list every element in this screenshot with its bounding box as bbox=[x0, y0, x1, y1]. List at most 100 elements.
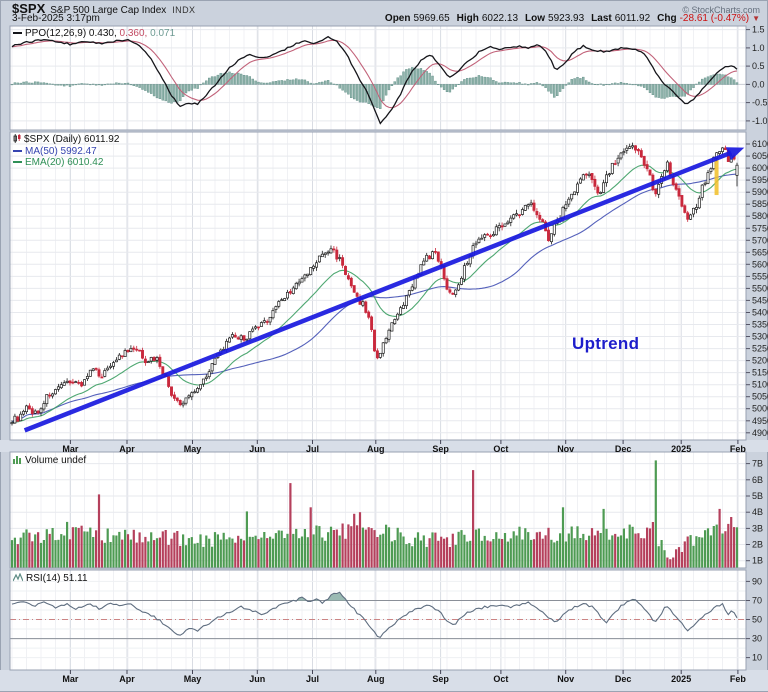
svg-text:6100: 6100 bbox=[752, 139, 768, 149]
svg-text:5150: 5150 bbox=[752, 368, 768, 378]
svg-text:0.5: 0.5 bbox=[752, 61, 765, 71]
ema20-legend: EMA(20) 6010.42 bbox=[25, 157, 104, 168]
ppo-line-swatch-icon bbox=[13, 32, 22, 35]
svg-text:5800: 5800 bbox=[752, 211, 768, 221]
svg-text:-0.5: -0.5 bbox=[752, 98, 768, 108]
open-label: Open bbox=[384, 13, 411, 24]
svg-text:70: 70 bbox=[752, 596, 762, 606]
svg-text:5050: 5050 bbox=[752, 392, 768, 402]
svg-text:5950: 5950 bbox=[752, 175, 768, 185]
volume-bars bbox=[10, 460, 739, 568]
svg-text:Oct: Oct bbox=[493, 674, 508, 684]
low-label: Low bbox=[525, 13, 546, 24]
svg-text:30: 30 bbox=[752, 634, 762, 644]
svg-text:6000: 6000 bbox=[752, 163, 768, 173]
x-axis-months: Mar Apr May Jun Jul Aug Sep Oct Nov Dec 2025 Feb Mar… bbox=[62, 440, 746, 684]
svg-text:2025: 2025 bbox=[671, 674, 691, 684]
svg-text:May: May bbox=[184, 674, 202, 684]
svg-text:Aug: Aug bbox=[367, 674, 385, 684]
svg-text:Mar: Mar bbox=[62, 674, 79, 684]
price-overlays bbox=[11, 164, 738, 424]
chg-value: -28.61 (-0.47%) bbox=[679, 13, 750, 24]
quote-dropdown-icon[interactable]: ▼ bbox=[752, 14, 760, 23]
chart-header: $SPX S&P 500 Large Cap Index INDX © Stoc… bbox=[12, 1, 760, 16]
svg-text:Sep: Sep bbox=[432, 444, 449, 454]
chart-datetime: 3-Feb-2025 3:17pm bbox=[12, 13, 100, 24]
svg-text:May: May bbox=[184, 444, 202, 454]
low-value: 5923.93 bbox=[548, 13, 585, 24]
rsi-mountain-icon bbox=[12, 572, 24, 585]
svg-text:2025: 2025 bbox=[671, 444, 691, 454]
svg-text:Nov: Nov bbox=[557, 444, 574, 454]
svg-text:5900: 5900 bbox=[752, 187, 768, 197]
panel-borders bbox=[9, 25, 747, 671]
svg-text:6B: 6B bbox=[752, 475, 763, 485]
svg-text:5400: 5400 bbox=[752, 308, 768, 318]
rsi-legend: RSI(14) 51.11 bbox=[12, 572, 88, 585]
last-value: 6011.92 bbox=[614, 13, 651, 24]
svg-text:5700: 5700 bbox=[752, 235, 768, 245]
trendline-annotation bbox=[23, 147, 745, 433]
svg-text:90: 90 bbox=[752, 576, 762, 586]
exchange-label: INDX bbox=[172, 5, 196, 15]
ma50-swatch-icon bbox=[13, 150, 22, 153]
svg-text:5650: 5650 bbox=[752, 247, 768, 257]
svg-text:5000: 5000 bbox=[752, 404, 768, 414]
y-axis-labels: 1.5 1.0 0.5 0.0 -0.5 -1.0 6100 6050 6000 5950 5900… bbox=[746, 25, 768, 663]
svg-text:Aug: Aug bbox=[367, 444, 385, 454]
volume-legend: Volume undef bbox=[13, 455, 86, 467]
symbol-title: $SPX bbox=[12, 1, 46, 16]
svg-text:6050: 6050 bbox=[752, 151, 768, 161]
svg-text:-1.0: -1.0 bbox=[752, 116, 768, 126]
svg-text:5100: 5100 bbox=[752, 380, 768, 390]
svg-text:Jul: Jul bbox=[306, 444, 319, 454]
ppo-legend-hist: 0.071 bbox=[150, 28, 176, 39]
svg-text:Oct: Oct bbox=[493, 444, 508, 454]
svg-text:Feb: Feb bbox=[730, 674, 747, 684]
svg-text:1.5: 1.5 bbox=[752, 25, 765, 35]
svg-text:5750: 5750 bbox=[752, 223, 768, 233]
svg-text:3B: 3B bbox=[752, 523, 763, 533]
svg-text:Dec: Dec bbox=[615, 444, 632, 454]
svg-text:Jun: Jun bbox=[249, 674, 265, 684]
ppo-panel bbox=[10, 35, 739, 125]
symbol-name: S&P 500 Large Cap Index bbox=[50, 5, 167, 16]
svg-text:2B: 2B bbox=[752, 540, 763, 550]
uptrend-annotation: Uptrend bbox=[572, 334, 640, 353]
stockcharts-credit: © StockCharts.com bbox=[682, 5, 760, 15]
ppo-legend-main: PPO(12,26,9) 0.430, bbox=[25, 28, 117, 39]
chg-label: Chg bbox=[657, 13, 677, 24]
svg-text:1B: 1B bbox=[752, 556, 763, 566]
svg-text:5200: 5200 bbox=[752, 356, 768, 366]
last-label: Last bbox=[591, 13, 612, 24]
svg-text:4950: 4950 bbox=[752, 416, 768, 426]
svg-text:4900: 4900 bbox=[752, 428, 768, 438]
svg-text:Mar: Mar bbox=[62, 444, 79, 454]
ppo-legend-signal: 0.360, bbox=[119, 28, 148, 39]
ma50-legend: MA(50) 5992.47 bbox=[25, 146, 97, 157]
open-value: 5969.65 bbox=[413, 13, 450, 24]
candlestick-icon bbox=[13, 134, 21, 146]
svg-text:5350: 5350 bbox=[752, 320, 768, 330]
svg-text:Dec: Dec bbox=[615, 674, 632, 684]
volume-bars-icon bbox=[13, 455, 22, 467]
svg-text:Sep: Sep bbox=[432, 674, 449, 684]
svg-text:Jun: Jun bbox=[249, 444, 265, 454]
candlesticks bbox=[10, 142, 739, 426]
svg-text:5450: 5450 bbox=[752, 295, 768, 305]
svg-text:Jul: Jul bbox=[306, 674, 319, 684]
price-legend: $SPX (Daily) 6011.92 MA(50) 5992.47 EMA(… bbox=[13, 134, 119, 168]
ema20-swatch-icon bbox=[13, 161, 22, 164]
ppo-legend: PPO(12,26,9) 0.430, 0.360, 0.071 bbox=[13, 28, 175, 39]
rsi-legend-text: RSI(14) 51.11 bbox=[26, 573, 88, 584]
svg-text:Nov: Nov bbox=[557, 674, 574, 684]
svg-text:Apr: Apr bbox=[119, 444, 135, 454]
svg-text:5850: 5850 bbox=[752, 199, 768, 209]
svg-text:5250: 5250 bbox=[752, 344, 768, 354]
high-value: 6022.13 bbox=[481, 13, 519, 24]
svg-text:1.0: 1.0 bbox=[752, 43, 765, 53]
svg-text:10: 10 bbox=[752, 653, 762, 663]
